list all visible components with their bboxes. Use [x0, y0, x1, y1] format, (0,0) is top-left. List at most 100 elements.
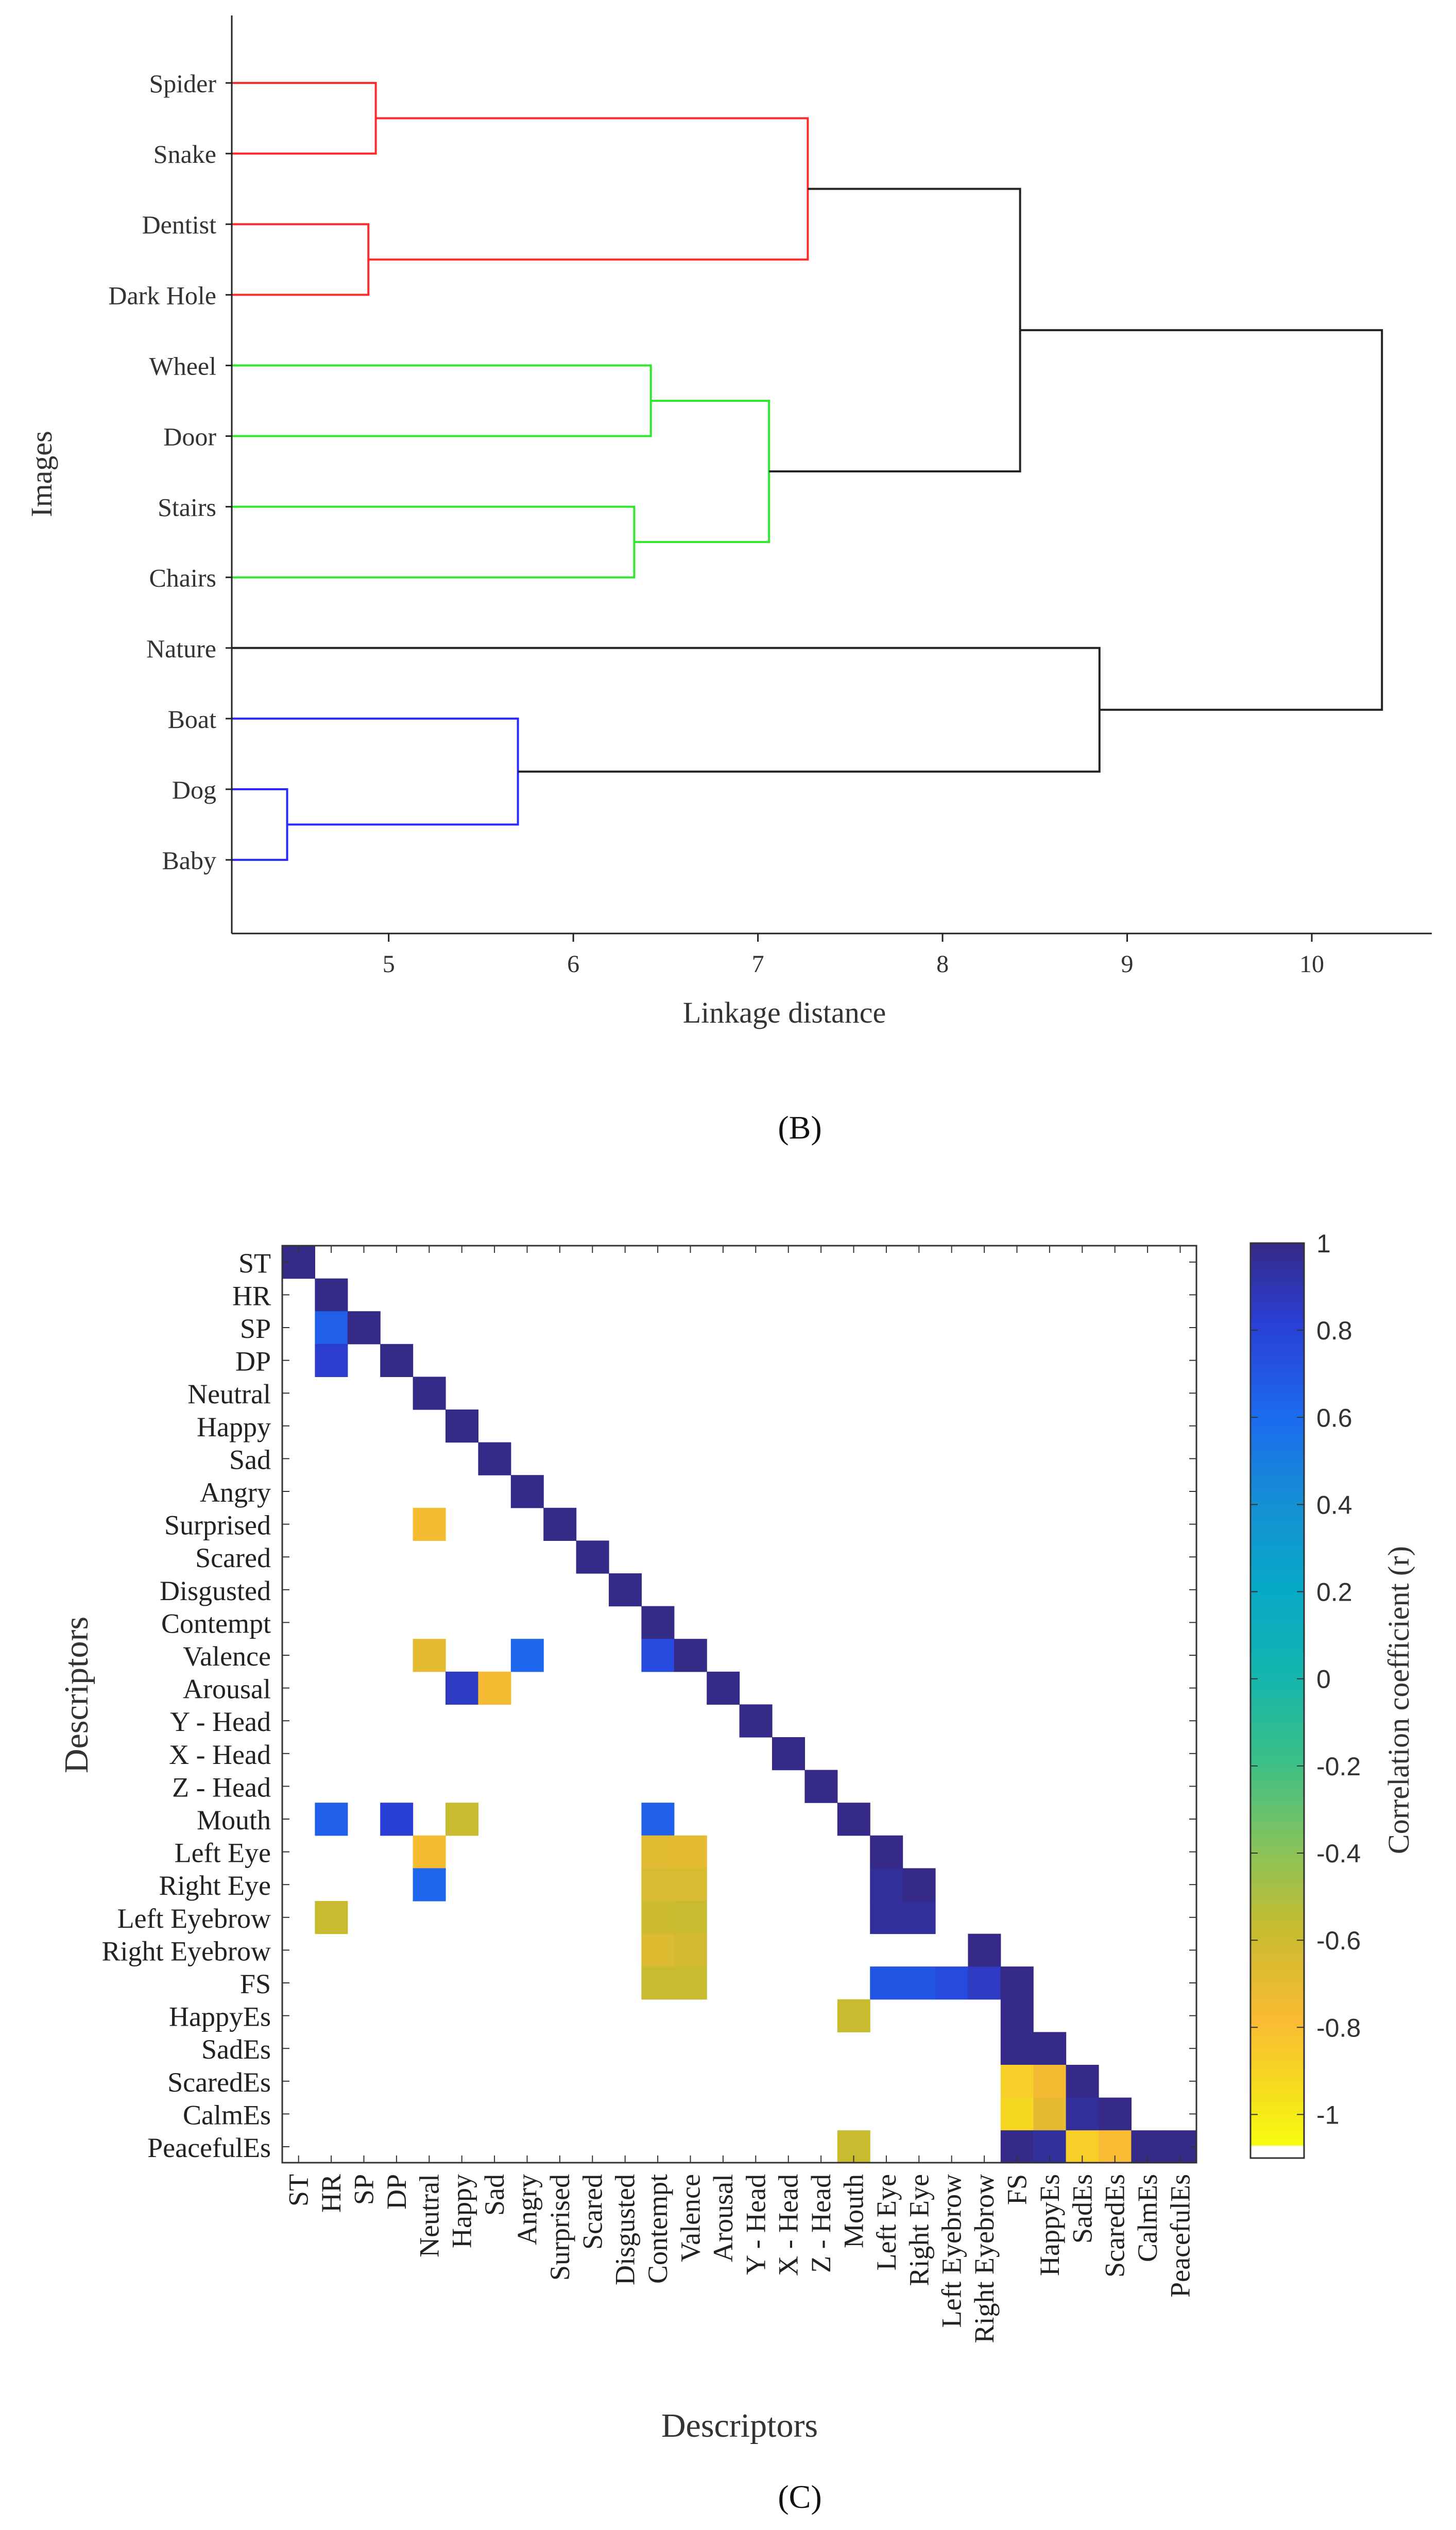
heatmap-cell-right-eye-valence [674, 1868, 707, 1901]
heatmap-cell-disgusted-disgusted [609, 1573, 642, 1607]
column-label-st: ST [283, 2174, 314, 2206]
heatmap-cell-fs-fs [1000, 1966, 1034, 2000]
dendrogram-links [232, 82, 1383, 861]
heatmap-cell-left-eyebrow-right-eye [902, 1901, 936, 1934]
colorbar-ticks: 1 0.8 0.6 0.4 0.2 0 -0.2 -0.4 -0.6 -0.8 -1 [1251, 1229, 1361, 2129]
heatmap-cell-arousal-sad [478, 1671, 511, 1705]
row-label-mouth: Mouth [197, 1805, 271, 1836]
row-label-x-head: X - Head [169, 1739, 271, 1770]
heatmap-cell-left-eyebrow-left-eye [870, 1901, 903, 1934]
x-tick-label-9: 9 [1121, 950, 1134, 978]
heatmap-cell-contempt-contempt [641, 1606, 675, 1639]
heatmap-cell-right-eye-contempt [641, 1868, 675, 1901]
column-label-scaredes: ScaredEs [1100, 2174, 1130, 2278]
heatmap-cell-hr-hr [315, 1278, 348, 1312]
heatmap-x-label: Descriptors [661, 2407, 818, 2444]
dendrogram-link-red-green-nature-blue [1020, 329, 1383, 711]
heatmap-cell-right-eye-right-eye [902, 1868, 936, 1901]
column-label-angry: Angry [512, 2174, 543, 2245]
column-label-sad: Sad [479, 2174, 510, 2216]
colorbar-tick-label-3: 0.4 [1316, 1490, 1352, 1519]
leaf-label-dog: Dog [172, 775, 216, 804]
leaf-label-nature: Nature [146, 634, 216, 663]
column-label-fs: FS [1002, 2174, 1033, 2205]
heatmap-cell-right-eye-neutral [413, 1868, 446, 1901]
column-label-neutral: Neutral [414, 2174, 444, 2257]
heatmap-cell-right-eye-left-eye [870, 1868, 903, 1901]
heatmap-cell-arousal-arousal [707, 1671, 740, 1705]
heatmap-cell-calmes-scaredes [1099, 2097, 1132, 2131]
leaf-label-dark-hole: Dark Hole [108, 281, 216, 310]
row-label-surprised: Surprised [164, 1510, 271, 1541]
x-tick-label-8: 8 [936, 950, 949, 978]
heatmap-cell-arousal-happy [446, 1671, 478, 1705]
heatmap-cell-scaredes-happyes [1033, 2065, 1067, 2098]
leaf-label-spider: Spider [149, 69, 216, 98]
heatmap-cell-right-eyebrow-valence [674, 1933, 707, 1967]
heatmap-cell-left-eyebrow-valence [674, 1901, 707, 1934]
heatmap-ticks [282, 1246, 1196, 2163]
heatmap-y-label: Descriptors [58, 1617, 95, 1773]
column-label-arousal: Arousal [708, 2174, 739, 2262]
heatmap-cell-valence-contempt [641, 1639, 675, 1672]
row-label-happyes: HappyEs [169, 2001, 271, 2032]
row-label-contempt: Contempt [161, 1608, 271, 1639]
dendrogram-link-spider-snake-dentist-dark-hole [368, 117, 809, 261]
column-label-happyes: HappyEs [1034, 2174, 1065, 2276]
dendrogram-link-dentist-dark-hole [232, 223, 370, 296]
dendrogram-link-spider-snake [232, 82, 377, 155]
row-label-calmes: CalmEs [183, 2099, 271, 2130]
row-label-neutral: Neutral [187, 1379, 271, 1410]
column-label-right-eye: Right Eye [903, 2174, 934, 2286]
column-label-z-head: Z - Head [806, 2174, 836, 2273]
colorbar-tick-label-5: 0 [1316, 1665, 1331, 1694]
colorbar-tick-label-1: 0.8 [1316, 1316, 1352, 1345]
colorbar-tick-label-4: 0.2 [1316, 1578, 1352, 1607]
heatmap-cell-angry-angry [510, 1475, 544, 1508]
column-label-contempt: Contempt [642, 2174, 673, 2284]
heatmap-cells [282, 1246, 1197, 2164]
heatmap-cell-scaredes-sades [1066, 2065, 1099, 2098]
row-label-right-eye: Right Eye [159, 1870, 271, 1901]
heatmap-cell-left-eye-left-eye [870, 1835, 903, 1869]
column-label-peacefules: PeacefulEs [1165, 2174, 1196, 2298]
heatmap-cell-mouth-hr [315, 1803, 348, 1836]
heatmap-cell-sades-happyes [1033, 2032, 1067, 2065]
heatmap-cell-dp-hr [315, 1344, 348, 1377]
column-label-sades: SadEs [1067, 2174, 1098, 2244]
heatmap-cell-fs-left-eyebrow [935, 1966, 968, 2000]
heatmap-cell-sp-sp [347, 1311, 381, 1345]
heatmap-cell-valence-angry [510, 1639, 544, 1672]
heatmap-cell-mouth-contempt [641, 1803, 675, 1836]
row-label-z-head: Z - Head [172, 1772, 271, 1803]
row-label-left-eyebrow: Left Eyebrow [117, 1903, 271, 1934]
row-label-arousal: Arousal [183, 1674, 271, 1705]
column-label-hr: HR [316, 2174, 347, 2213]
row-label-st: ST [238, 1248, 271, 1279]
heatmap-row-labels: STHRSPDPNeutralHappySadAngrySurprisedSca… [102, 1248, 271, 2163]
x-tick-label-5: 5 [383, 950, 395, 978]
colorbar-tick-label-6: -0.2 [1316, 1752, 1361, 1781]
heatmap-cell-dp-dp [380, 1344, 414, 1377]
heatmap-cell-valence-neutral [413, 1639, 446, 1672]
column-label-disgusted: Disgusted [610, 2174, 641, 2285]
heatmap-cell-right-eyebrow-contempt [641, 1933, 675, 1967]
heatmap-cell-left-eye-contempt [641, 1835, 675, 1869]
column-label-dp: DP [381, 2174, 412, 2210]
dendrogram-link-red-cluster-green-cluster [769, 188, 1021, 473]
row-label-sp: SP [240, 1313, 271, 1344]
column-label-scared: Scared [577, 2174, 608, 2250]
x-tick-label-6: 6 [567, 950, 579, 978]
colorbar-white-band [1251, 2146, 1304, 2158]
leaf-label-baby: Baby [162, 846, 216, 875]
colorbar: 1 0.8 0.6 0.4 0.2 0 -0.2 -0.4 -0.6 -0.8 -1 Correla… [1249, 1229, 1415, 2159]
column-label-surprised: Surprised [544, 2174, 575, 2281]
colorbar-tick-label-9: -0.8 [1316, 2013, 1361, 2042]
heatmap-cell-scaredes-fs [1000, 2065, 1034, 2098]
heatmap-cell-x-head-x-head [772, 1737, 805, 1771]
leaf-label-dentist: Dentist [142, 210, 217, 239]
heatmap-cell-y-head-y-head [739, 1704, 773, 1738]
heatmap-cell-fs-right-eye [902, 1966, 936, 2000]
heatmap-frame [281, 1245, 1197, 2164]
heatmap-cell-left-eyebrow-hr [315, 1901, 348, 1934]
